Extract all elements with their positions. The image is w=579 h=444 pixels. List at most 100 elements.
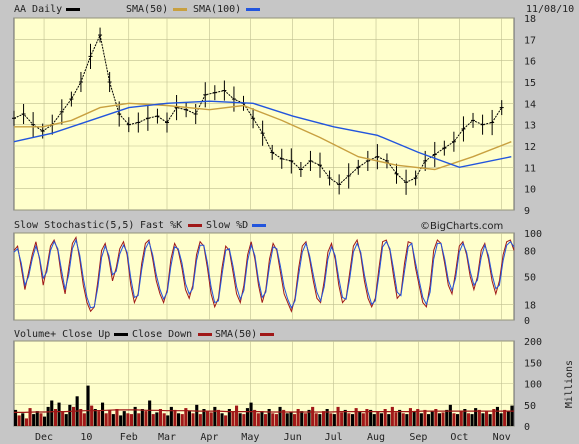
volume-bar: [50, 400, 54, 426]
volume-bar: [303, 413, 307, 427]
y-tick-label: 18: [524, 14, 536, 25]
volume-bar: [408, 408, 412, 426]
volume-bar: [383, 409, 387, 426]
y-tick-label: 14: [524, 99, 536, 110]
sma100-line: [13, 100, 512, 169]
volume-bar: [43, 416, 47, 426]
volume-bar: [32, 414, 36, 426]
volume-bar: [322, 411, 326, 426]
volume-bar: [311, 406, 315, 426]
y-tick-label: 17: [524, 35, 536, 46]
volume-bar: [314, 413, 318, 427]
y-tick-label: 18: [524, 300, 536, 311]
volume-sma-line: [14, 409, 514, 413]
volume-bar: [278, 406, 282, 426]
volume-bar: [285, 413, 289, 427]
volume-bar: [412, 411, 416, 426]
volume-down-label: Close Down: [132, 329, 192, 340]
sma50-line: [14, 102, 512, 171]
y-tick-label: 100: [524, 380, 542, 391]
volume-header: Volume+ Close Up Close Down SMA(50) Mill…: [14, 329, 575, 408]
volume-bar: [35, 411, 39, 426]
y-tick-label: 13: [524, 121, 536, 132]
volume-bar: [173, 409, 177, 426]
slow-d-label: Slow %D: [206, 220, 248, 231]
volume-bar: [206, 411, 210, 426]
x-tick-label: Aug: [367, 432, 385, 443]
volume-bar: [253, 409, 257, 426]
volume-bar: [416, 409, 420, 426]
x-tick-label: Feb: [120, 432, 138, 443]
volume-bar: [213, 406, 217, 426]
sma100-legend-swatch: [246, 8, 260, 11]
volume-bar: [343, 409, 347, 426]
volume-bar: [300, 411, 304, 426]
volume-bar: [470, 414, 474, 426]
volume-bar: [390, 406, 394, 426]
volume-bar: [122, 411, 126, 426]
volume-bar: [140, 409, 144, 426]
volume-bar: [282, 409, 286, 426]
x-tick-label: Jul: [325, 432, 343, 443]
volume-bar: [119, 415, 123, 426]
price-header: AA Daily SMA(50) SMA(100) 11/08/10: [14, 4, 574, 15]
x-tick-label: Apr: [200, 432, 218, 443]
volume-up-swatch: [114, 333, 128, 336]
volume-bar: [264, 414, 268, 426]
volume-bar: [419, 413, 423, 427]
volume-bar: [126, 413, 130, 427]
volume-bar: [101, 402, 105, 426]
volume-up-label: Volume+ Close Up: [14, 329, 110, 340]
x-tick-label: Nov: [493, 432, 511, 443]
volume-bar: [499, 413, 503, 427]
volume-marks: [14, 385, 514, 427]
volume-bar: [72, 406, 76, 426]
volume-bar: [340, 412, 344, 426]
volume-bar: [274, 414, 278, 426]
volume-bar: [191, 413, 195, 427]
volume-bar: [209, 412, 213, 426]
y-tick-label: 200: [524, 337, 542, 348]
y-tick-label: 100: [524, 229, 542, 240]
volume-bar: [68, 404, 72, 427]
volume-bar: [39, 413, 43, 427]
chart-date: 11/08/10: [526, 4, 574, 15]
volume-bar: [86, 385, 90, 426]
volume-bar: [267, 409, 271, 426]
volume-bar: [162, 413, 166, 427]
volume-bar: [177, 413, 181, 427]
volume-bar: [195, 404, 199, 427]
x-tick-label: May: [241, 432, 259, 443]
y-tick-label: 0: [524, 316, 530, 327]
volume-bar: [235, 405, 239, 426]
volume-bar: [510, 405, 514, 426]
stochastic-marks: [13, 235, 515, 313]
volume-bar: [394, 412, 398, 426]
volume-bar: [166, 415, 170, 426]
y-tick-label: 50: [524, 401, 536, 412]
volume-bar: [466, 413, 470, 427]
volume-bar: [238, 413, 242, 427]
volume-bar: [401, 413, 405, 427]
sma50-legend-swatch: [173, 8, 187, 11]
volume-bar: [129, 414, 133, 426]
volume-bar: [224, 415, 228, 426]
volume-bar: [97, 411, 101, 426]
volume-bar: [79, 409, 83, 426]
price-marks: [12, 27, 512, 195]
volume-bar: [21, 413, 25, 427]
volume-bar: [64, 414, 68, 426]
volume-bar: [379, 413, 383, 427]
volume-bar: [358, 411, 362, 426]
volume-bar: [289, 412, 293, 426]
volume-bar: [184, 408, 188, 426]
volume-bar: [242, 414, 246, 426]
slow-d-line: [13, 238, 515, 309]
volume-bar: [202, 409, 206, 426]
volume-bar: [17, 415, 21, 426]
volume-bar: [459, 411, 463, 426]
volume-bar: [329, 413, 333, 427]
x-tick-label: Sep: [409, 432, 427, 443]
volume-bar: [198, 414, 202, 426]
volume-sma-swatch: [260, 333, 274, 336]
